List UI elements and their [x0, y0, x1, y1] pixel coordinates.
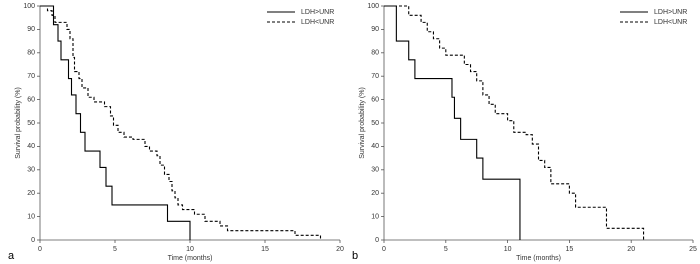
y-tick-label: 70	[371, 73, 379, 80]
y-tick-label: 60	[27, 96, 35, 103]
y-tick-label: 20	[27, 190, 35, 197]
y-tick-label: 40	[27, 143, 35, 150]
y-tick-label: 80	[371, 50, 379, 57]
x-tick-label: 0	[38, 246, 42, 253]
x-tick-label: 15	[566, 246, 574, 253]
y-tick-label: 80	[27, 50, 35, 57]
panel-label: b	[352, 250, 358, 262]
survival-curve	[40, 5, 322, 240]
y-tick-label: 10	[27, 213, 35, 220]
survival-curve	[384, 5, 521, 240]
x-tick-label: 15	[261, 246, 269, 253]
y-tick-label: 30	[371, 167, 379, 174]
y-tick-label: 10	[371, 213, 379, 220]
x-tick-label: 5	[444, 246, 448, 253]
y-tick-label: 40	[371, 143, 379, 150]
y-tick-label: 60	[371, 96, 379, 103]
y-tick-label: 0	[375, 237, 379, 244]
y-axis-label: Survival probability (%)	[359, 87, 366, 159]
y-tick-label: 0	[31, 237, 35, 244]
y-tick-label: 70	[27, 73, 35, 80]
y-tick-label: 50	[27, 120, 35, 127]
survival-curve	[40, 5, 191, 240]
y-tick-label: 100	[23, 3, 35, 10]
x-tick-label: 5	[113, 246, 117, 253]
survival-curve	[384, 5, 645, 240]
x-tick-label: 20	[336, 246, 344, 253]
y-axis-label: Survival probability (%)	[15, 87, 22, 159]
x-tick-label: 25	[689, 246, 697, 253]
legend-label: LDH<UNR	[301, 19, 334, 26]
x-axis-label: Time (months)	[516, 255, 561, 262]
y-tick-label: 30	[27, 167, 35, 174]
x-tick-label: 10	[504, 246, 512, 253]
x-tick-label: 10	[186, 246, 194, 253]
y-tick-label: 20	[371, 190, 379, 197]
legend-label: LDH<UNR	[654, 19, 687, 26]
y-tick-label: 90	[371, 26, 379, 33]
x-axis-label: Time (months)	[168, 255, 213, 262]
legend-label: LDH>UNR	[654, 9, 687, 16]
legend-label: LDH>UNR	[301, 9, 334, 16]
y-tick-label: 100	[367, 3, 379, 10]
x-tick-label: 0	[382, 246, 386, 253]
y-tick-label: 50	[371, 120, 379, 127]
y-tick-label: 90	[27, 26, 35, 33]
panel-label: a	[8, 250, 15, 262]
x-tick-label: 20	[627, 246, 635, 253]
